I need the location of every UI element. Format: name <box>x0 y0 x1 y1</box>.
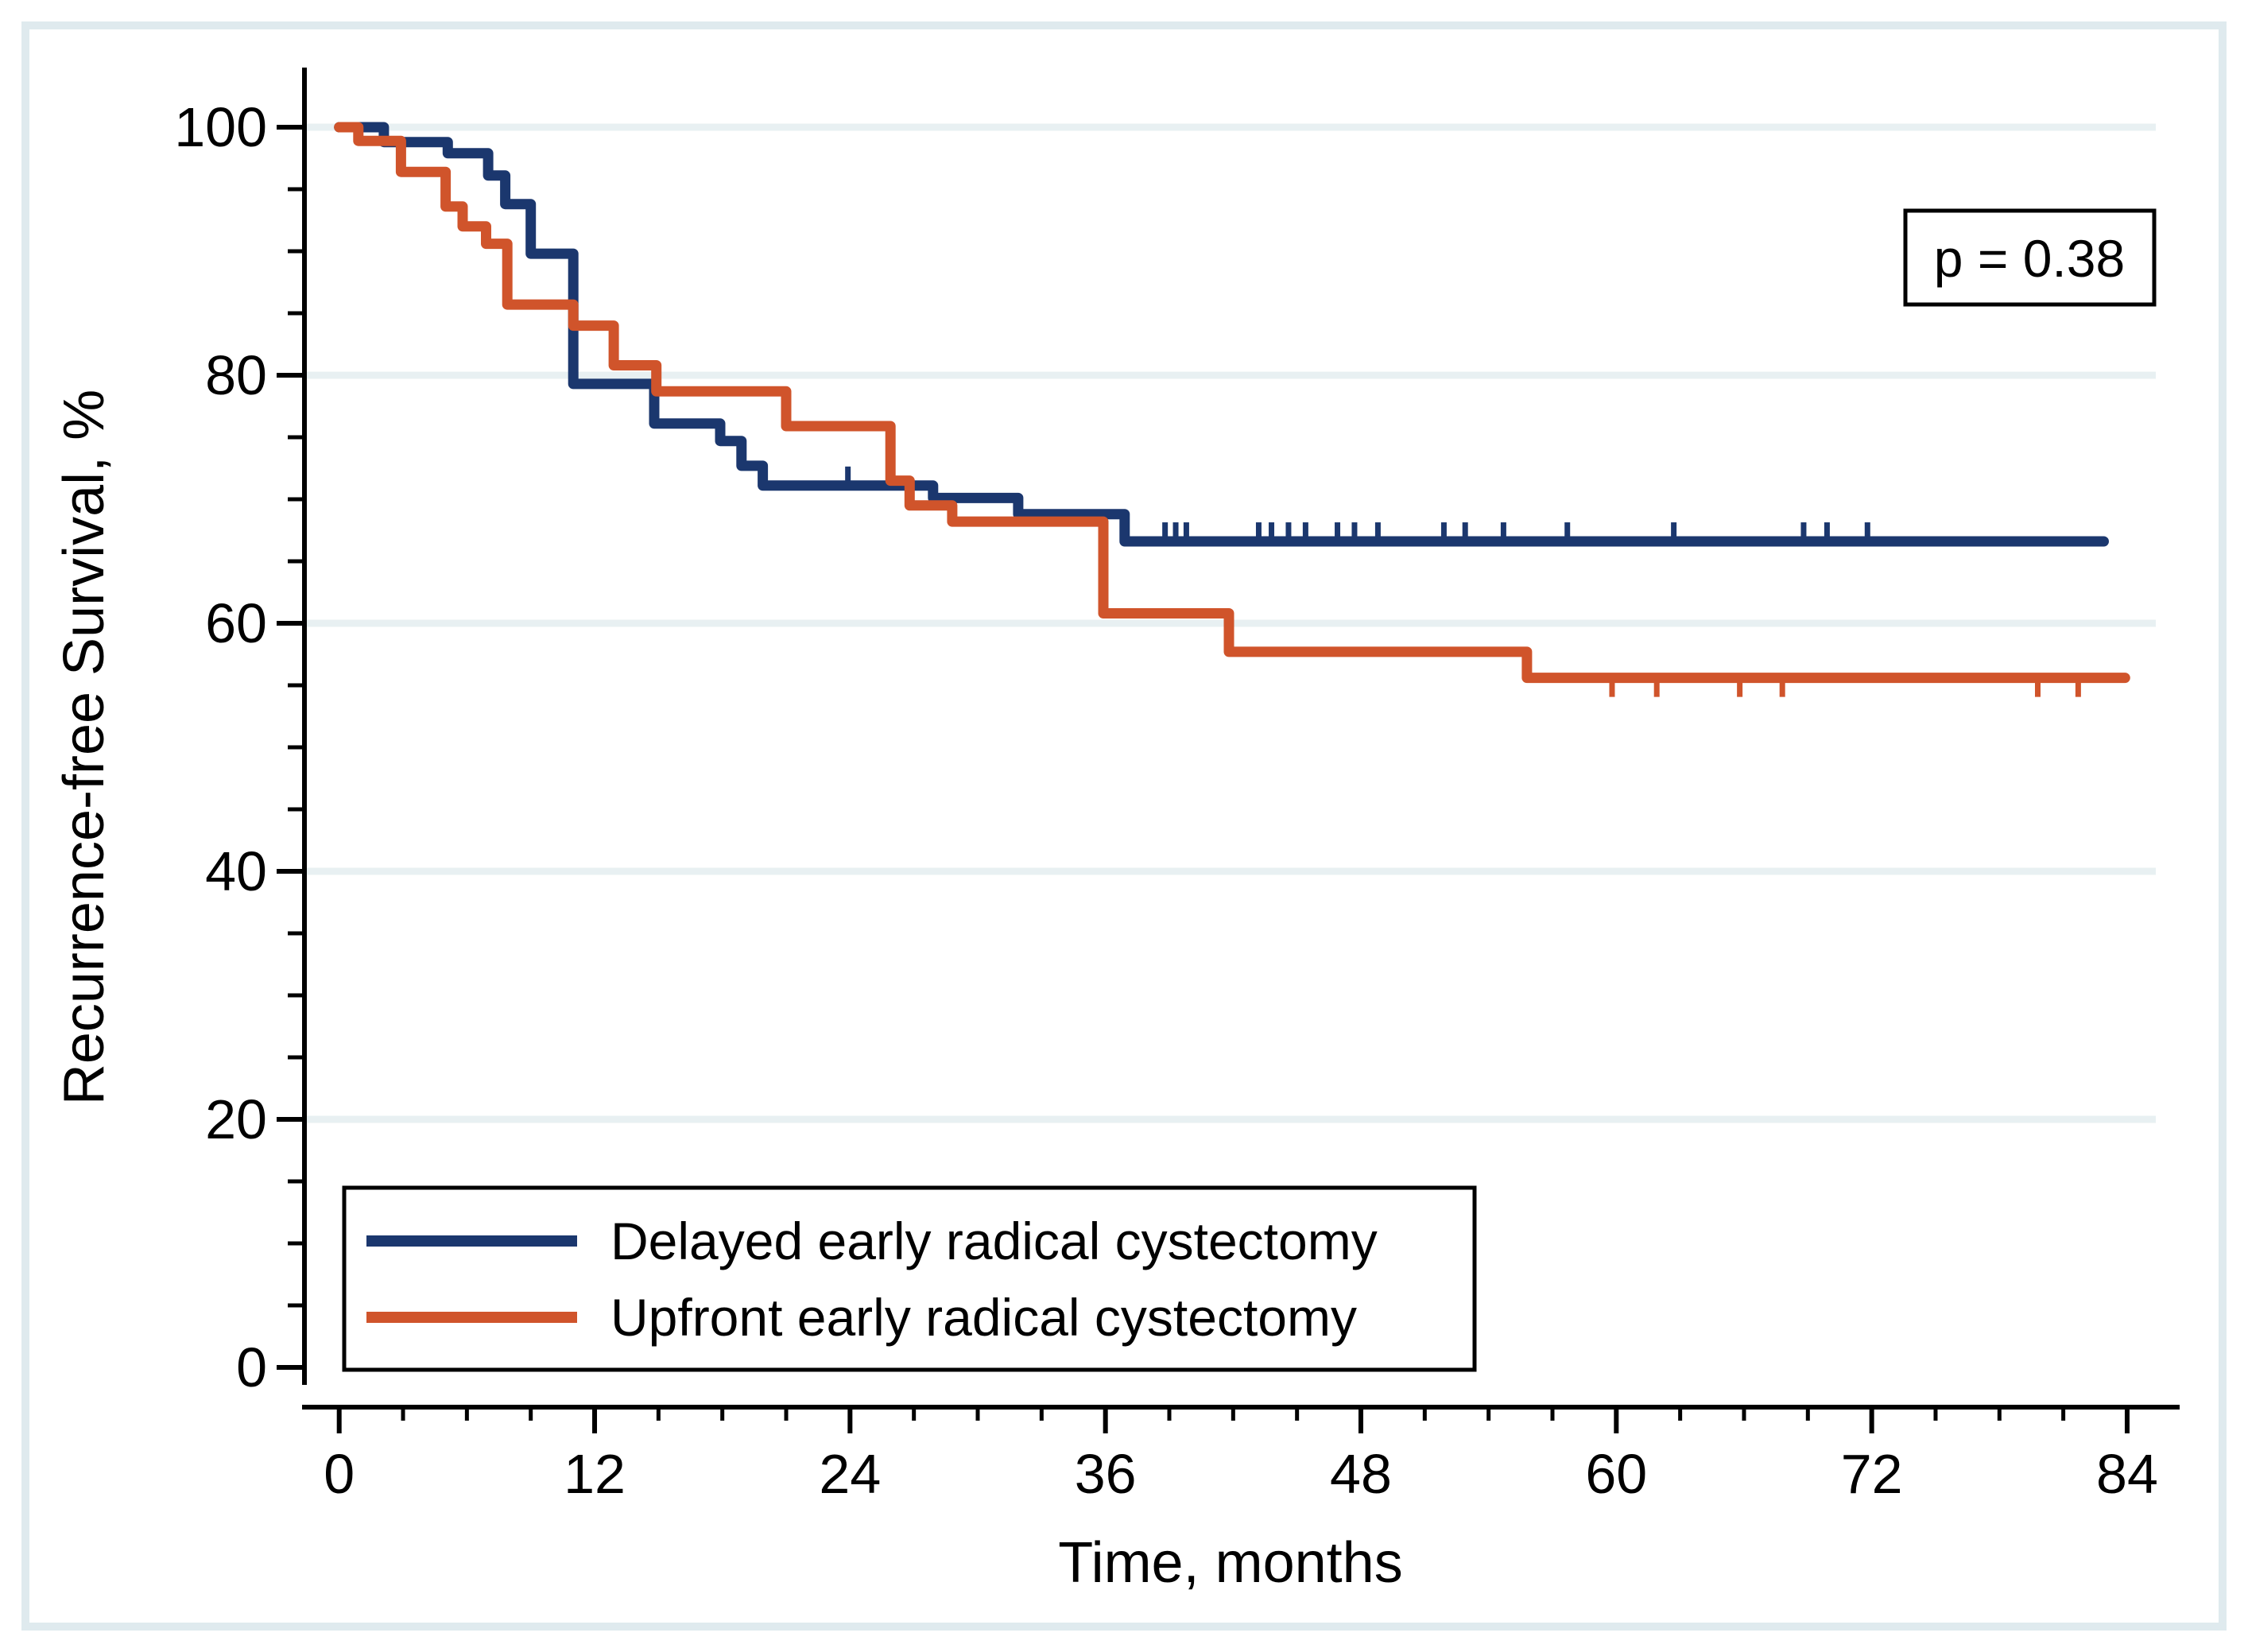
legend-label-upfront: Upfront early radical cystectomy <box>610 1288 1357 1347</box>
x-tick-label: 0 <box>324 1443 355 1505</box>
legend-layer: Delayed early radical cystectomy Upfront … <box>342 1185 1477 1372</box>
legend-box <box>342 1185 1477 1372</box>
x-tick-label: 72 <box>1841 1443 1903 1505</box>
x-tick-label: 12 <box>564 1443 626 1505</box>
series-line-upfront <box>334 122 2130 684</box>
y-tick-label: 80 <box>205 344 267 406</box>
y-tick-label: 20 <box>205 1088 267 1150</box>
censor-marks-layer <box>845 466 2081 697</box>
series-layer <box>334 122 2130 684</box>
y-tick-label: 60 <box>205 592 267 654</box>
x-tick-label: 48 <box>1330 1443 1392 1505</box>
x-axis-title: Time, months <box>1058 1531 1402 1595</box>
figure-frame <box>21 21 2227 1631</box>
annotation-layer: p = 0.38 <box>1903 208 2157 307</box>
p-value-text: p = 0.38 <box>1934 229 2125 288</box>
figure-frame-layer <box>21 21 2227 1631</box>
p-value-box <box>1903 208 2157 307</box>
x-tick-label: 84 <box>2096 1443 2158 1505</box>
axes-layer: 0 20 40 60 80 100 0 12 24 36 48 60 72 84 Time, months R… <box>52 68 2180 1595</box>
y-tick-label: 100 <box>174 96 267 158</box>
x-tick-label: 36 <box>1075 1443 1137 1505</box>
series-line-delayed <box>334 122 2109 547</box>
y-tick-label: 0 <box>236 1336 267 1398</box>
legend-label-delayed: Delayed early radical cystectomy <box>610 1212 1378 1270</box>
y-axis-title: Recurrence-free Survival, % <box>52 390 116 1105</box>
x-tick-label: 60 <box>1585 1443 1647 1505</box>
y-tick-label: 40 <box>205 840 267 902</box>
x-tick-label: 24 <box>819 1443 881 1505</box>
